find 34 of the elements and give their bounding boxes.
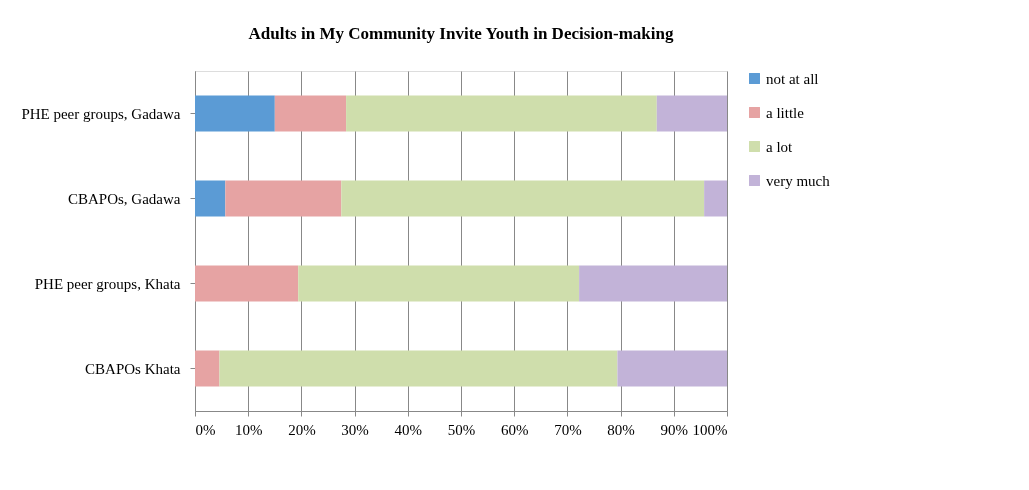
x-tick-label: 10% [234,421,263,438]
y-tick-label: PHE peer groups, Khata [34,275,181,292]
legend-label: a little [766,104,805,121]
bar [195,95,275,132]
bar [195,350,220,387]
legend-label: a lot [766,138,794,155]
bar [617,350,727,387]
x-tick-label: 100% [692,421,728,438]
bar [579,265,727,302]
x-tick-label: 80% [607,421,635,438]
x-tick-label: 50% [447,421,476,438]
y-tick-label: CBAPOs Khata [85,360,181,377]
bar [195,265,299,302]
x-tick-label: 90% [660,421,689,438]
bar [704,180,727,217]
bar [346,95,657,132]
x-tick-label: 0% [195,421,216,438]
bar [219,350,618,387]
bar [274,95,347,132]
chart-title: Adults in My Community Invite Youth in Decision-making [248,24,674,43]
legend-label: not at all [766,70,819,87]
x-tick-label: 60% [500,421,529,438]
bar [298,265,580,302]
bar [225,180,342,217]
y-tick-label: PHE peer groups, Gadawa [21,105,181,122]
x-tick-label: 40% [394,421,423,438]
legend-label: very much [766,172,831,189]
x-tick-label: 20% [288,421,316,438]
bar [195,180,226,217]
x-tick-label: 70% [554,421,582,438]
y-tick-label: CBAPOs, Gadawa [68,190,181,207]
x-tick-label: 30% [341,421,369,438]
bar [341,180,705,217]
bar [656,95,727,132]
